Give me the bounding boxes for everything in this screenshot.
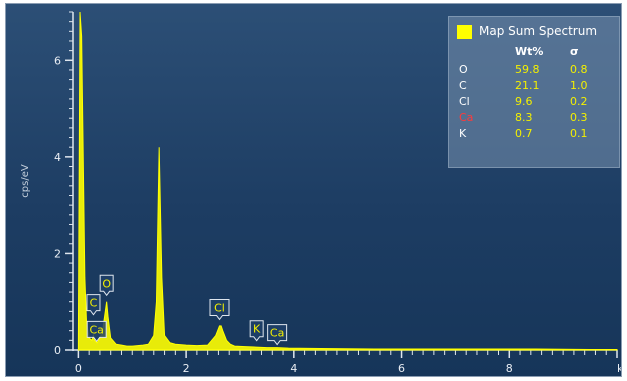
peak-label-text: Ca: [89, 323, 103, 336]
spectrum-chart-frame: C Ca O Cl K Ca 0 2 4 6 0 2 4 6 8 cps/eV ke Map Sum Spec…: [5, 3, 622, 377]
peak-label-box: [249, 320, 264, 342]
x-tick-label: 0: [75, 362, 82, 375]
wt-value: 8.3: [515, 111, 533, 124]
sigma-value: 1.0: [570, 79, 588, 92]
x-axis-title: ke: [617, 362, 622, 375]
y-tick-label: 4: [54, 151, 61, 164]
wt-value: 0.7: [515, 127, 533, 140]
y-tick-label: 6: [54, 54, 61, 67]
peak-label-tag: K: [249, 320, 264, 342]
legend-row: K 0.7 0.1: [449, 127, 619, 142]
element-name: O: [459, 63, 468, 76]
wt-value: 9.6: [515, 95, 533, 108]
peak-label-tag: C: [86, 294, 101, 316]
peak-label-tag: Ca: [267, 324, 288, 346]
sigma-value: 0.1: [570, 127, 588, 140]
column-header-wt: Wt%: [515, 45, 544, 58]
element-name: Cl: [459, 95, 470, 108]
peak-label-box: [86, 294, 101, 316]
sigma-value: 0.2: [570, 95, 588, 108]
peak-label-text: K: [253, 323, 261, 336]
element-name: C: [459, 79, 467, 92]
peak-label-box: [209, 298, 230, 321]
x-tick-label: 2: [183, 362, 190, 375]
wt-value: 59.8: [515, 63, 540, 76]
x-tick-label: 4: [290, 362, 297, 375]
peak-label-box: [267, 324, 288, 346]
legend-panel: Map Sum Spectrum Wt% σ O 59.8 0.8 C 21.1…: [448, 16, 620, 168]
x-tick-label: 6: [398, 362, 405, 375]
peak-label-box: [86, 320, 107, 343]
element-name: K: [459, 127, 467, 140]
legend-row: O 59.8 0.8: [449, 63, 619, 78]
peak-label-tag: O: [99, 274, 114, 297]
y-axis-title: cps/eV: [20, 164, 31, 198]
x-tick-label: 8: [506, 362, 513, 375]
peak-label-text: C: [90, 297, 98, 310]
sigma-value: 0.8: [570, 63, 588, 76]
peak-label-tag: Cl: [209, 298, 230, 321]
legend-row: Ca 8.3 0.3: [449, 111, 619, 126]
peak-label-text: Cl: [214, 301, 225, 314]
wt-value: 21.1: [515, 79, 540, 92]
peak-label-text: Ca: [270, 327, 284, 340]
legend-row: Cl 9.6 0.2: [449, 95, 619, 110]
y-tick-label: 0: [54, 344, 61, 357]
legend-title: Map Sum Spectrum: [479, 24, 598, 38]
element-name: Ca: [459, 111, 474, 124]
peak-labels-layer: C Ca O Cl K Ca: [86, 274, 288, 346]
column-header-sigma: σ: [570, 45, 579, 58]
peak-label-box: [99, 274, 114, 297]
spectrum-chart: C Ca O Cl K Ca 0 2 4 6 0 2 4 6 8 cps/eV ke: [20, 11, 622, 375]
peak-label-text: O: [102, 277, 111, 290]
legend-swatch: [457, 25, 472, 39]
y-tick-label: 2: [54, 247, 61, 260]
legend-row: C 21.1 1.0: [449, 79, 619, 94]
peak-label-tag: Ca: [86, 320, 107, 343]
sigma-value: 0.3: [570, 111, 588, 124]
tick-labels-layer: 0 2 4 6 0 2 4 6 8 cps/eV ke: [20, 54, 622, 375]
